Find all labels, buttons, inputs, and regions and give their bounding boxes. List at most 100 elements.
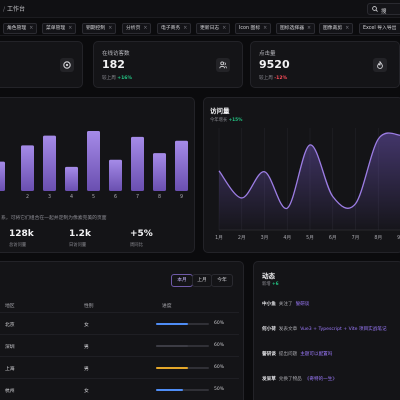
- progress-fill: [156, 367, 188, 369]
- activity-item: 何小荷 发表文章 Vue3 + Typescript + Vite 项目实战笔记: [262, 326, 400, 332]
- table-row[interactable]: 北京 女 60%: [0, 312, 239, 334]
- cell-gender: 女: [84, 323, 89, 328]
- range-this-month[interactable]: 本月: [171, 274, 193, 287]
- stat-change: -12%: [274, 76, 288, 81]
- tab-excel[interactable]: Excel 导入导出×: [359, 23, 400, 34]
- visits-title: 访问量: [210, 107, 230, 115]
- bar-x-tick-label: 7: [136, 194, 139, 200]
- search-icon: [372, 6, 378, 12]
- tab-close-icon[interactable]: ×: [345, 26, 350, 31]
- tab-image-crop[interactable]: 图像裁剪 ×: [319, 23, 354, 34]
- table-row[interactable]: 上海 男 60%: [0, 356, 239, 378]
- activity-action: 发表文章: [278, 327, 298, 332]
- cell-region: 上海: [5, 367, 15, 372]
- activity-card: 动态 新增 +6 中小鱼 关注了 誓研谈 何小荷 发表文章 Vue3 + Typescri…: [253, 261, 400, 400]
- stat-compare-label: 较上周: [259, 76, 273, 81]
- tab-label: Icon 图标: [239, 26, 261, 31]
- tab-label: 角色管理: [7, 26, 27, 31]
- tab-role-management[interactable]: 角色管理 ×: [3, 23, 38, 34]
- bar-x-tick-label: 4: [70, 194, 73, 200]
- activity-target-link[interactable]: 《奇特的一生》: [304, 377, 337, 382]
- metric-label: 周同比: [130, 243, 143, 248]
- cell-progress-label: 50%: [214, 387, 225, 392]
- bar-panel-description: 系，可将它们组合在一起并定制为像素完美的页面: [1, 216, 107, 221]
- activity-user[interactable]: 发呆草: [262, 377, 276, 382]
- activity-user[interactable]: 何小荷: [262, 327, 276, 332]
- range-last-month[interactable]: 上月: [192, 274, 212, 287]
- activity-new-label: 新增: [262, 282, 271, 287]
- table-row[interactable]: 杭州 女 50%: [0, 378, 239, 400]
- tab-icon-selector[interactable]: 图标选择器 ×: [276, 23, 316, 34]
- search-button[interactable]: 搜: [367, 3, 400, 15]
- activity-target-link[interactable]: 誓研谈: [295, 302, 310, 307]
- bar-x-tick-label: 2: [26, 194, 29, 200]
- tab-ecommerce[interactable]: 电子商务 ×: [157, 23, 192, 34]
- tab-close-icon[interactable]: ×: [222, 26, 227, 31]
- tab-label: 分析页: [126, 26, 141, 31]
- bar-5: [87, 131, 100, 191]
- tab-changelog[interactable]: 更新日志 ×: [196, 23, 231, 34]
- tab-label: 图标选择器: [280, 26, 304, 31]
- stat-subtext: 较上周 +16%: [102, 75, 132, 81]
- tab-permission-control[interactable]: 钥期控制 ×: [82, 23, 117, 34]
- tab-close-icon[interactable]: ×: [68, 26, 73, 31]
- tab-label: 电子商务: [161, 26, 181, 31]
- breadcrumb: / 工作台: [1, 4, 25, 13]
- bar-x-tick-label: 8: [158, 194, 161, 200]
- bar-x-tick-label: 3: [48, 194, 51, 200]
- activity-user[interactable]: 誓研谈: [262, 352, 276, 357]
- activity-action: 关注了: [278, 302, 293, 307]
- table-row[interactable]: 深圳 男 60%: [0, 334, 239, 356]
- x-tick-label: 8月: [374, 235, 382, 241]
- range-this-year[interactable]: 今年: [211, 274, 233, 287]
- stat-icon: [60, 58, 74, 72]
- visits-chart-card: 访问量 今年增长 +15% 1月 2月 3月 4月 5月 6月 7月 8月 9月: [203, 97, 400, 253]
- visits-subtitle: 今年增长 +15%: [210, 117, 242, 123]
- col-header-region: 地区: [5, 304, 15, 309]
- cell-gender: 男: [84, 367, 89, 372]
- x-tick-label: 6月: [329, 235, 337, 241]
- stat-card-clicks: 点击量 9520 较上周 -12%: [250, 41, 400, 88]
- tab-close-icon[interactable]: ×: [108, 26, 113, 31]
- stat-card-visitors: 在线访客数 182 较上周 +16%: [93, 41, 243, 88]
- visits-line-chart: 1月 2月 3月 4月 5月 6月 7月 8月 9月: [215, 128, 400, 241]
- x-tick-label: 3月: [261, 235, 269, 241]
- users-icon: [219, 61, 227, 69]
- tab-close-icon[interactable]: ×: [143, 26, 148, 31]
- tab-close-icon[interactable]: ×: [29, 26, 34, 31]
- tab-menu-management[interactable]: 菜单管理 ×: [42, 23, 77, 34]
- cell-progress-label: 60%: [214, 365, 225, 370]
- x-tick-label: 1月: [215, 235, 223, 241]
- tab-label: 图像裁剪: [323, 26, 343, 31]
- visits-growth: +15%: [228, 118, 243, 123]
- metric-label: 日访问量: [69, 243, 87, 248]
- col-header-gender: 性别: [84, 304, 94, 309]
- stat-title: 在线访客数: [102, 51, 130, 57]
- activity-target-link[interactable]: 主题可以配置吗: [300, 352, 333, 357]
- tab-close-icon[interactable]: ×: [263, 26, 268, 31]
- breadcrumb-current[interactable]: 工作台: [7, 6, 26, 13]
- visits-growth-label: 今年增长: [210, 118, 228, 123]
- x-tick-label: 5月: [306, 235, 314, 241]
- activity-user[interactable]: 中小鱼: [262, 302, 276, 307]
- bar-9: [175, 140, 188, 191]
- tab-label: 钥期控制: [86, 26, 106, 31]
- activity-item: 誓研谈 提出问题 主题可以配置吗: [262, 351, 400, 357]
- tab-close-icon[interactable]: ×: [183, 26, 188, 31]
- activity-target-link[interactable]: Vue3 + Typescript + Vite 项目实战笔记: [300, 327, 387, 332]
- activity-item: 发呆草 兑换了物品 《奇特的一生》: [262, 376, 400, 382]
- progress-fill: [156, 389, 183, 391]
- metric-value: +5%: [130, 229, 153, 239]
- region-table-card: 本月 上月 今年 地区 性别 进度 北京女 60% 深圳男 60% 上海男 60% 杭州女 5…: [0, 261, 244, 400]
- bar-x-tick-label: 9: [180, 194, 183, 200]
- bar-7: [131, 136, 144, 191]
- stat-value: 182: [102, 58, 125, 71]
- tab-analysis[interactable]: 分析页 ×: [122, 23, 152, 34]
- cell-gender: 男: [84, 345, 89, 350]
- stat-compare-label: 较上周: [102, 76, 116, 81]
- bar-x-tick-label: 5: [92, 194, 95, 200]
- tab-close-icon[interactable]: ×: [307, 26, 312, 31]
- tab-icons[interactable]: Icon 图标 ×: [235, 23, 272, 34]
- disc-icon: [63, 61, 71, 69]
- stat-change: +16%: [117, 76, 133, 81]
